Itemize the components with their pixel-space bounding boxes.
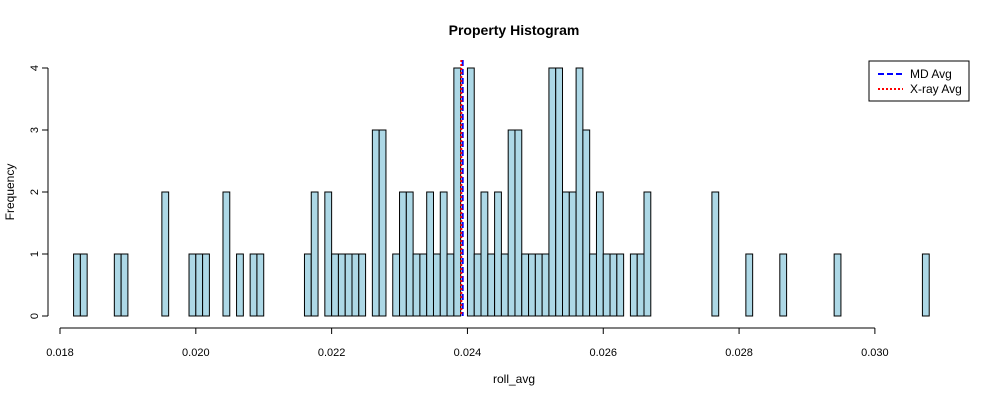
average-lines-group xyxy=(460,60,464,316)
histogram-bar xyxy=(405,191,414,317)
histogram-bar xyxy=(541,253,550,317)
histogram-bar xyxy=(480,191,489,317)
histogram-bar xyxy=(602,253,611,317)
histogram-bar xyxy=(921,253,930,317)
histogram-bar xyxy=(439,191,448,317)
legend-entry-label: MD Avg xyxy=(910,67,952,81)
y-tick-label: 0 xyxy=(29,313,41,319)
histogram-bar xyxy=(466,67,475,317)
histogram-bar xyxy=(636,253,645,317)
histogram-bar xyxy=(120,253,129,317)
histogram-bar xyxy=(351,253,360,317)
histogram-bar xyxy=(432,253,441,317)
histogram-bar xyxy=(616,253,625,317)
histogram-bar xyxy=(392,253,401,317)
x-tick-label: 0.018 xyxy=(46,347,74,359)
histogram-bar xyxy=(528,253,536,317)
histogram-bar xyxy=(73,253,81,317)
histogram-bar xyxy=(222,191,231,317)
histogram-bar xyxy=(161,191,170,317)
histogram-bar xyxy=(745,253,754,317)
histogram-bar xyxy=(195,253,204,317)
histogram-bar xyxy=(378,129,387,317)
histogram-bar xyxy=(446,253,455,317)
legend-box xyxy=(868,60,970,102)
y-tick-label: 1 xyxy=(29,251,41,257)
y-axis: 0 1 2 3 4 xyxy=(29,65,49,319)
x-tick-label: 0.022 xyxy=(318,347,346,359)
histogram-bar xyxy=(358,253,367,317)
y-tick-label: 2 xyxy=(29,189,41,195)
histogram-bar xyxy=(562,191,570,317)
histogram-bar xyxy=(188,253,197,317)
histogram-bar xyxy=(568,191,577,317)
histogram-bar xyxy=(236,253,244,317)
y-axis-label: Frequency xyxy=(3,164,17,221)
histogram-bar xyxy=(609,253,618,317)
histogram-bar xyxy=(779,253,788,317)
histogram-bar xyxy=(711,191,720,317)
histogram-bar xyxy=(412,253,421,317)
chart-title: Property Histogram xyxy=(449,22,580,38)
x-axis: 0.018 0.020 0.022 0.024 0.026 0.028 0.030 xyxy=(46,327,889,359)
histogram-bar xyxy=(643,191,652,317)
x-tick-label: 0.020 xyxy=(182,347,210,359)
histogram-bar xyxy=(487,253,496,317)
histogram-bar xyxy=(419,253,428,317)
histogram-bar xyxy=(473,253,482,317)
histogram-bar xyxy=(79,253,88,317)
y-tick-label: 4 xyxy=(29,65,41,71)
histogram-bar xyxy=(582,129,591,317)
histogram-bar xyxy=(256,253,265,317)
histogram-bar xyxy=(629,253,638,317)
histogram-bar xyxy=(202,253,210,317)
x-tick-label: 0.030 xyxy=(861,347,889,359)
histogram-bar xyxy=(324,191,333,317)
histogram-bar xyxy=(555,67,564,317)
histogram-bar xyxy=(833,253,842,317)
y-tick-label: 3 xyxy=(29,127,41,133)
x-tick-label: 0.024 xyxy=(454,347,482,359)
histogram-bar xyxy=(494,191,502,317)
histogram-bar xyxy=(514,129,523,317)
histogram-bar xyxy=(337,253,346,317)
histogram-bar xyxy=(426,191,434,317)
histogram-bar xyxy=(249,253,258,317)
histogram-bar xyxy=(399,191,407,317)
histogram-bar xyxy=(303,253,312,317)
histogram-bar xyxy=(589,253,597,317)
histogram-bar xyxy=(371,129,380,317)
x-tick-label: 0.026 xyxy=(589,347,617,359)
histogram-bar xyxy=(521,253,530,317)
histogram-bar xyxy=(500,253,509,317)
histogram-bar xyxy=(331,253,339,317)
histogram-bar xyxy=(548,67,557,317)
histogram-bar xyxy=(507,129,516,317)
legend-entry-label: X-ray Avg xyxy=(910,82,962,96)
x-tick-label: 0.028 xyxy=(725,347,753,359)
histogram-bar xyxy=(575,67,584,317)
histogram-bar xyxy=(113,253,122,317)
histogram-bar xyxy=(310,191,319,317)
bars-group xyxy=(73,67,930,317)
histogram-bar xyxy=(453,67,462,317)
histogram-bar xyxy=(344,253,353,317)
histogram-bar xyxy=(534,253,543,317)
x-axis-label: roll_avg xyxy=(493,372,535,386)
histogram-bar xyxy=(595,191,604,317)
